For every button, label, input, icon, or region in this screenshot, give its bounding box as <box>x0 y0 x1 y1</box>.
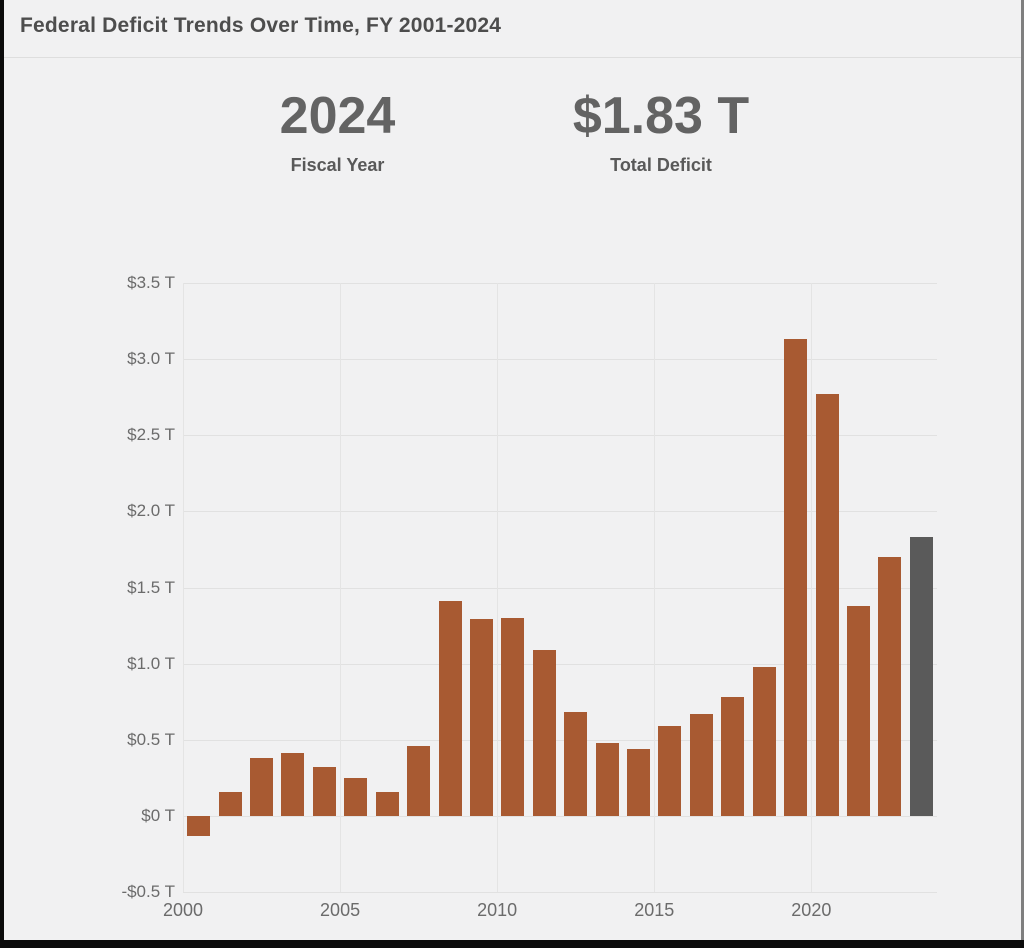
bar-2020[interactable] <box>784 339 808 816</box>
bar-2001[interactable] <box>187 815 211 836</box>
bar-2016[interactable] <box>658 726 682 816</box>
bar-2003[interactable] <box>250 758 274 816</box>
y-tick-label: $1.0 T <box>127 653 175 673</box>
bar-2024[interactable] <box>909 537 933 816</box>
stat-total-deficit: $1.83 T Total Deficit <box>505 87 817 176</box>
gridline-y-$3.0 T <box>183 359 937 361</box>
gridline-y-$1.0 T <box>183 663 937 665</box>
gridline-y-$0.5 T <box>183 739 937 741</box>
header-divider <box>4 57 1021 58</box>
gridline-x-2020 <box>811 283 813 892</box>
x-tick-label: 2000 <box>162 900 204 920</box>
gridline-y-$1.5 T <box>183 587 937 589</box>
deficit-bar-chart: $3.5 T $3.0 T $2.5 T $2.0 T $1.5 T $1.0 T $0.5… <box>0 270 1024 948</box>
bar-2019[interactable] <box>752 666 776 816</box>
bar-2021[interactable] <box>815 394 839 816</box>
bar-2010[interactable] <box>469 619 493 816</box>
gridline-y-$3.5 T <box>183 283 937 284</box>
y-tick-label: $3.5 T <box>127 273 175 292</box>
y-tick-label: $3.0 T <box>127 349 175 369</box>
bar-2017[interactable] <box>689 713 713 816</box>
x-tick-label: 2005 <box>320 900 361 920</box>
bar-2012[interactable] <box>532 649 556 816</box>
y-tick-label: $2.0 T <box>127 501 175 521</box>
bar-2023[interactable] <box>878 557 902 816</box>
bar-2015[interactable] <box>627 748 651 816</box>
page-title: Federal Deficit Trends Over Time, FY 200… <box>20 14 502 37</box>
y-tick-label: $1.5 T <box>127 577 175 597</box>
bar-2014[interactable] <box>595 742 619 816</box>
bar-2009[interactable] <box>438 601 462 816</box>
bar-2007[interactable] <box>375 791 399 816</box>
window-bottom-edge <box>0 940 1024 948</box>
stat-fiscal-year: 2024 Fiscal Year <box>180 87 495 176</box>
total-deficit-label: Total Deficit <box>610 155 712 176</box>
y-tick-label: -$0.5 T <box>121 882 175 901</box>
window-right-edge <box>1021 0 1024 948</box>
x-tick-label: 2010 <box>477 900 518 920</box>
bar-2005[interactable] <box>312 767 336 816</box>
fiscal-year-value: 2024 <box>279 87 396 145</box>
gridline-y-$2.5 T <box>183 435 937 437</box>
gridline-x-2000 <box>183 283 184 892</box>
gridline-x-2005 <box>340 283 342 892</box>
y-tick-label: $0.5 T <box>127 729 175 749</box>
gridline-y--$0.5 T <box>183 892 937 893</box>
gridline-y-$2.0 T <box>183 511 937 513</box>
bar-2011[interactable] <box>501 617 525 816</box>
bar-2004[interactable] <box>281 753 305 816</box>
window-left-edge <box>0 0 4 948</box>
gridline-x-2015 <box>654 283 656 892</box>
y-tick-label: $2.5 T <box>127 425 175 445</box>
x-tick-label: 2020 <box>791 900 832 920</box>
fiscal-year-label: Fiscal Year <box>290 155 385 176</box>
bar-2022[interactable] <box>846 605 870 816</box>
bar-2006[interactable] <box>344 777 368 816</box>
bar-2008[interactable] <box>407 745 431 816</box>
y-tick-label: $0 T <box>141 805 175 825</box>
bar-2002[interactable] <box>218 791 242 816</box>
total-deficit-value: $1.83 T <box>572 87 750 145</box>
bar-2018[interactable] <box>721 697 745 816</box>
gridline-y-$0 T <box>183 815 937 817</box>
x-tick-label: 2015 <box>634 900 675 920</box>
gridline-x-2010 <box>497 283 499 892</box>
bar-2013[interactable] <box>564 712 588 816</box>
